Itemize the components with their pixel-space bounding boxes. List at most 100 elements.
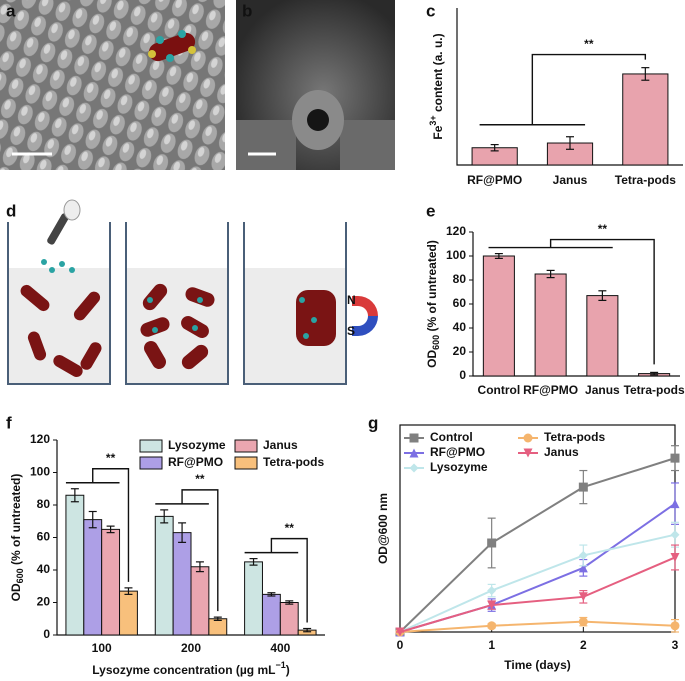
significance-bracket <box>531 53 647 125</box>
legend-marker <box>409 433 419 443</box>
significance-label: ** <box>285 521 295 535</box>
significance-label: ** <box>584 37 594 51</box>
x-tick-label: Janus <box>585 383 620 397</box>
legend-label: RF@PMO <box>168 455 223 469</box>
significance-label: ** <box>598 222 608 236</box>
x-tick-label: 400 <box>270 641 290 655</box>
series-line <box>399 533 676 633</box>
significance-bracket <box>270 537 308 623</box>
marker <box>578 482 588 492</box>
bar <box>83 519 103 636</box>
legend-marker <box>523 448 533 458</box>
legend-swatch <box>139 456 163 470</box>
y-tick-label: 100 <box>446 248 466 262</box>
bar <box>244 561 263 636</box>
bar <box>154 515 174 636</box>
significance-label: ** <box>195 472 205 486</box>
legend-label: Janus <box>544 445 579 459</box>
x-tick-label: RF@PMO <box>467 173 522 187</box>
particle-model <box>148 30 196 62</box>
bar <box>190 566 210 636</box>
y-tick-label: 60 <box>37 530 51 544</box>
x-tick-label: 1 <box>488 638 495 652</box>
panel-label: d <box>6 201 16 220</box>
label-part: OD <box>425 350 439 368</box>
legend-label: Lysozyme <box>430 460 488 474</box>
marker <box>670 552 680 562</box>
y-tick-label: 0 <box>459 368 466 382</box>
x-tick-label: Control <box>478 383 521 397</box>
axis-label: OD@600 nm <box>376 493 390 564</box>
particles <box>41 259 317 339</box>
label-part: OD@600 nm <box>376 493 390 564</box>
significance-label: ** <box>106 451 116 465</box>
series-line <box>399 556 676 633</box>
axis-label: OD600 (% of untreated) <box>9 474 25 602</box>
legend-swatch <box>139 439 163 453</box>
label-part: OD <box>9 583 23 601</box>
label-part: 600 <box>431 335 441 350</box>
legend-marker <box>409 463 419 473</box>
y-tick-label: 80 <box>453 272 467 286</box>
sem-block <box>236 120 296 170</box>
marker <box>670 621 680 631</box>
panel-label: g <box>368 413 378 432</box>
panel-label: e <box>426 201 435 220</box>
significance-bracket <box>549 238 655 365</box>
series-line <box>399 457 676 633</box>
bar <box>65 494 85 636</box>
bar <box>119 590 138 636</box>
series-line <box>399 620 676 633</box>
y-tick-label: 100 <box>30 465 50 479</box>
marker <box>670 499 680 509</box>
legend-swatch <box>234 439 258 453</box>
label-part: Time (days) <box>504 658 570 672</box>
panel-label: f <box>6 413 12 432</box>
significance-bracket <box>92 468 130 582</box>
y-tick-label: 40 <box>37 562 51 576</box>
magnet <box>352 296 378 336</box>
axes <box>456 8 683 166</box>
marker <box>487 586 497 596</box>
marker <box>578 617 588 627</box>
legend-marker <box>409 448 419 458</box>
legend-label: Tetra-pods <box>263 455 324 469</box>
sem-pore <box>307 109 329 131</box>
x-tick-label: Janus <box>553 173 588 187</box>
bar <box>482 255 515 377</box>
x-tick-label: 200 <box>181 641 201 655</box>
label-part: Fe <box>431 125 445 139</box>
bar <box>101 528 121 636</box>
dropper <box>47 199 81 245</box>
axis-label: Lysozyme concentration (µg mL−1) <box>92 660 289 677</box>
axis-label: Fe3+ content (a. u.) <box>428 33 445 139</box>
sem-image-a <box>0 0 225 170</box>
panel-label: a <box>6 1 16 20</box>
y-tick-label: 40 <box>453 320 467 334</box>
label-part: (% of untreated) <box>425 240 439 335</box>
significance-bracket <box>181 489 219 612</box>
x-tick-label: 3 <box>672 638 679 652</box>
legend-label: Tetra-pods <box>544 430 605 444</box>
y-tick-label: 80 <box>37 497 51 511</box>
marker <box>670 453 680 463</box>
marker <box>670 530 680 540</box>
x-tick-label: 2 <box>580 638 587 652</box>
label-part: Lysozyme concentration (µg mL <box>92 663 275 677</box>
y-tick-label: 20 <box>37 595 51 609</box>
x-tick-label: 0 <box>397 638 404 652</box>
legend-label: Janus <box>263 438 298 452</box>
label-part: content (a. u.) <box>431 33 445 115</box>
marker <box>578 550 588 560</box>
legend-marker <box>523 433 533 443</box>
bar <box>208 618 228 636</box>
panel-label: c <box>426 1 435 20</box>
y-tick-label: 120 <box>446 224 466 238</box>
legend-swatch <box>234 456 258 470</box>
label-part: −1 <box>275 660 285 670</box>
y-tick-label: 120 <box>30 432 50 446</box>
magnet-label: S <box>347 324 355 338</box>
y-tick-label: 20 <box>453 344 467 358</box>
panel-label: b <box>242 1 252 20</box>
legend-label: Control <box>430 430 473 444</box>
